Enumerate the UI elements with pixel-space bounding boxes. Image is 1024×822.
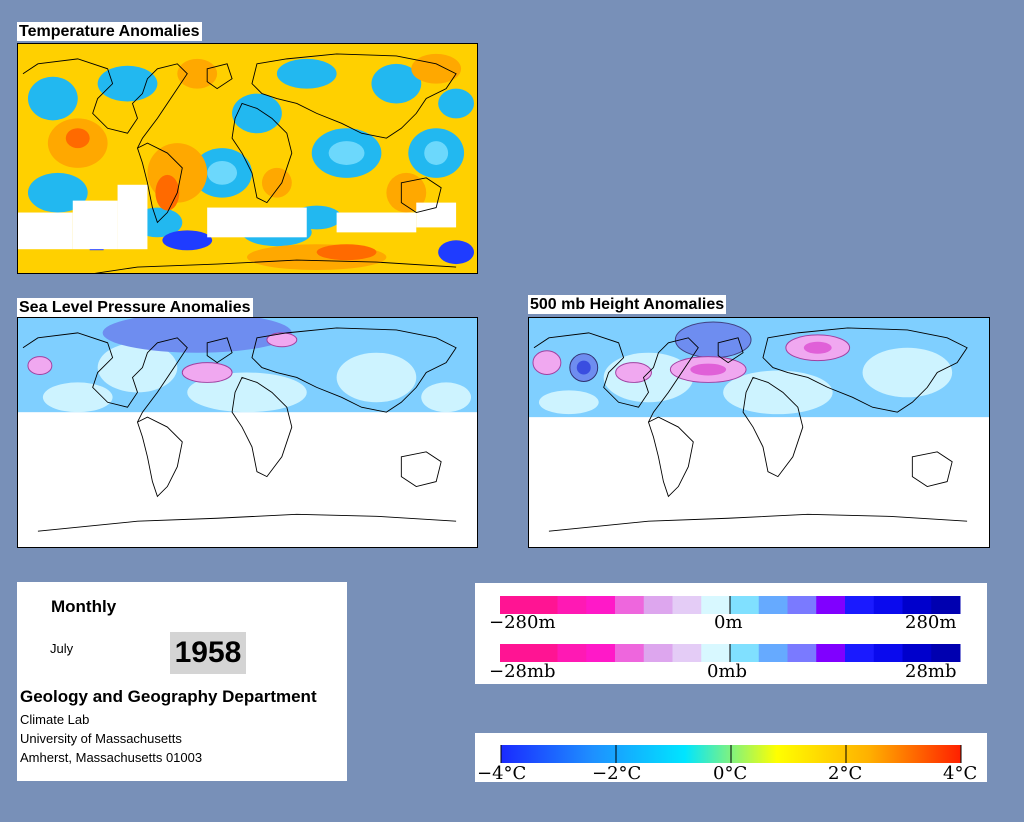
height-colorbar-swatch <box>787 596 817 614</box>
info-line-address: Amherst, Massachusetts 01003 <box>20 750 203 765</box>
height-colorbar-swatch <box>643 596 673 614</box>
pressure-colorbar-swatch <box>873 644 903 662</box>
pressure-colorbar <box>500 644 961 662</box>
pressure-label-min: −28mb <box>489 661 556 682</box>
temperature-anomaly-map <box>17 43 478 274</box>
height-colorbar-swatch <box>730 596 760 614</box>
pressure-colorbar-swatch <box>701 644 731 662</box>
height-pressure-legend: −280m 0m 280m −28mb 0mb 28mb <box>475 583 987 684</box>
height-colorbar-swatch <box>902 596 932 614</box>
pressure-colorbar-swatch <box>672 644 702 662</box>
pressure-label-max: 28mb <box>905 661 957 682</box>
info-line-university: University of Massachusetts <box>20 731 182 746</box>
year-label: 1958 <box>170 632 246 674</box>
pressure-colorbar-swatch <box>586 644 616 662</box>
temp-label-4: 4°C <box>943 763 977 782</box>
temp-label-zero: 0°C <box>713 763 747 782</box>
height500-anomaly-map <box>528 317 990 548</box>
height-colorbar-swatch <box>586 596 616 614</box>
pressure-colorbar-swatch <box>845 644 875 662</box>
height-colorbar-swatch <box>500 596 530 614</box>
info-box: Monthly July 1958 Geology and Geography … <box>17 582 347 781</box>
slp-anomaly-map <box>17 317 478 548</box>
height-colorbar-swatch <box>758 596 788 614</box>
height-colorbar-swatch <box>845 596 875 614</box>
period-label: Monthly <box>51 597 117 616</box>
pressure-colorbar-swatch <box>931 644 961 662</box>
height-label-min: −280m <box>489 612 556 633</box>
department-label: Geology and Geography Department <box>20 687 317 706</box>
pressure-colorbar-swatch <box>816 644 846 662</box>
pressure-colorbar-swatch <box>787 644 817 662</box>
pressure-label-zero: 0mb <box>707 661 747 682</box>
height-colorbar-swatch <box>816 596 846 614</box>
height500-panel-title: 500 mb Height Anomalies <box>528 295 727 314</box>
temp-label-minus4: −4°C <box>477 763 526 782</box>
height-colorbar-swatch <box>873 596 903 614</box>
slp-panel-title: Sea Level Pressure Anomalies <box>17 298 253 317</box>
height-colorbar-swatch <box>672 596 702 614</box>
temp-label-2: 2°C <box>828 763 862 782</box>
height-colorbar-swatch <box>701 596 731 614</box>
pressure-colorbar-swatch <box>730 644 760 662</box>
pressure-colorbar-swatch <box>758 644 788 662</box>
pressure-colorbar-swatch <box>615 644 645 662</box>
temperature-legend: −4°C −2°C 0°C 2°C 4°C <box>475 733 987 782</box>
height-colorbar-swatch <box>615 596 645 614</box>
height-colorbar-swatch <box>931 596 961 614</box>
height-label-max: 280m <box>905 612 956 633</box>
height-colorbar-swatch <box>528 596 558 614</box>
pressure-colorbar-swatch <box>643 644 673 662</box>
pressure-colorbar-swatch <box>528 644 558 662</box>
pressure-colorbar-swatch <box>500 644 530 662</box>
height-colorbar-swatch <box>557 596 587 614</box>
temperature-panel-title: Temperature Anomalies <box>17 22 202 41</box>
height-label-zero: 0m <box>714 612 743 633</box>
pressure-colorbar-swatch <box>557 644 587 662</box>
temp-label-minus2: −2°C <box>592 763 641 782</box>
month-label: July <box>50 641 74 656</box>
height-colorbar <box>500 596 961 614</box>
pressure-colorbar-swatch <box>902 644 932 662</box>
info-line-lab: Climate Lab <box>20 712 90 727</box>
